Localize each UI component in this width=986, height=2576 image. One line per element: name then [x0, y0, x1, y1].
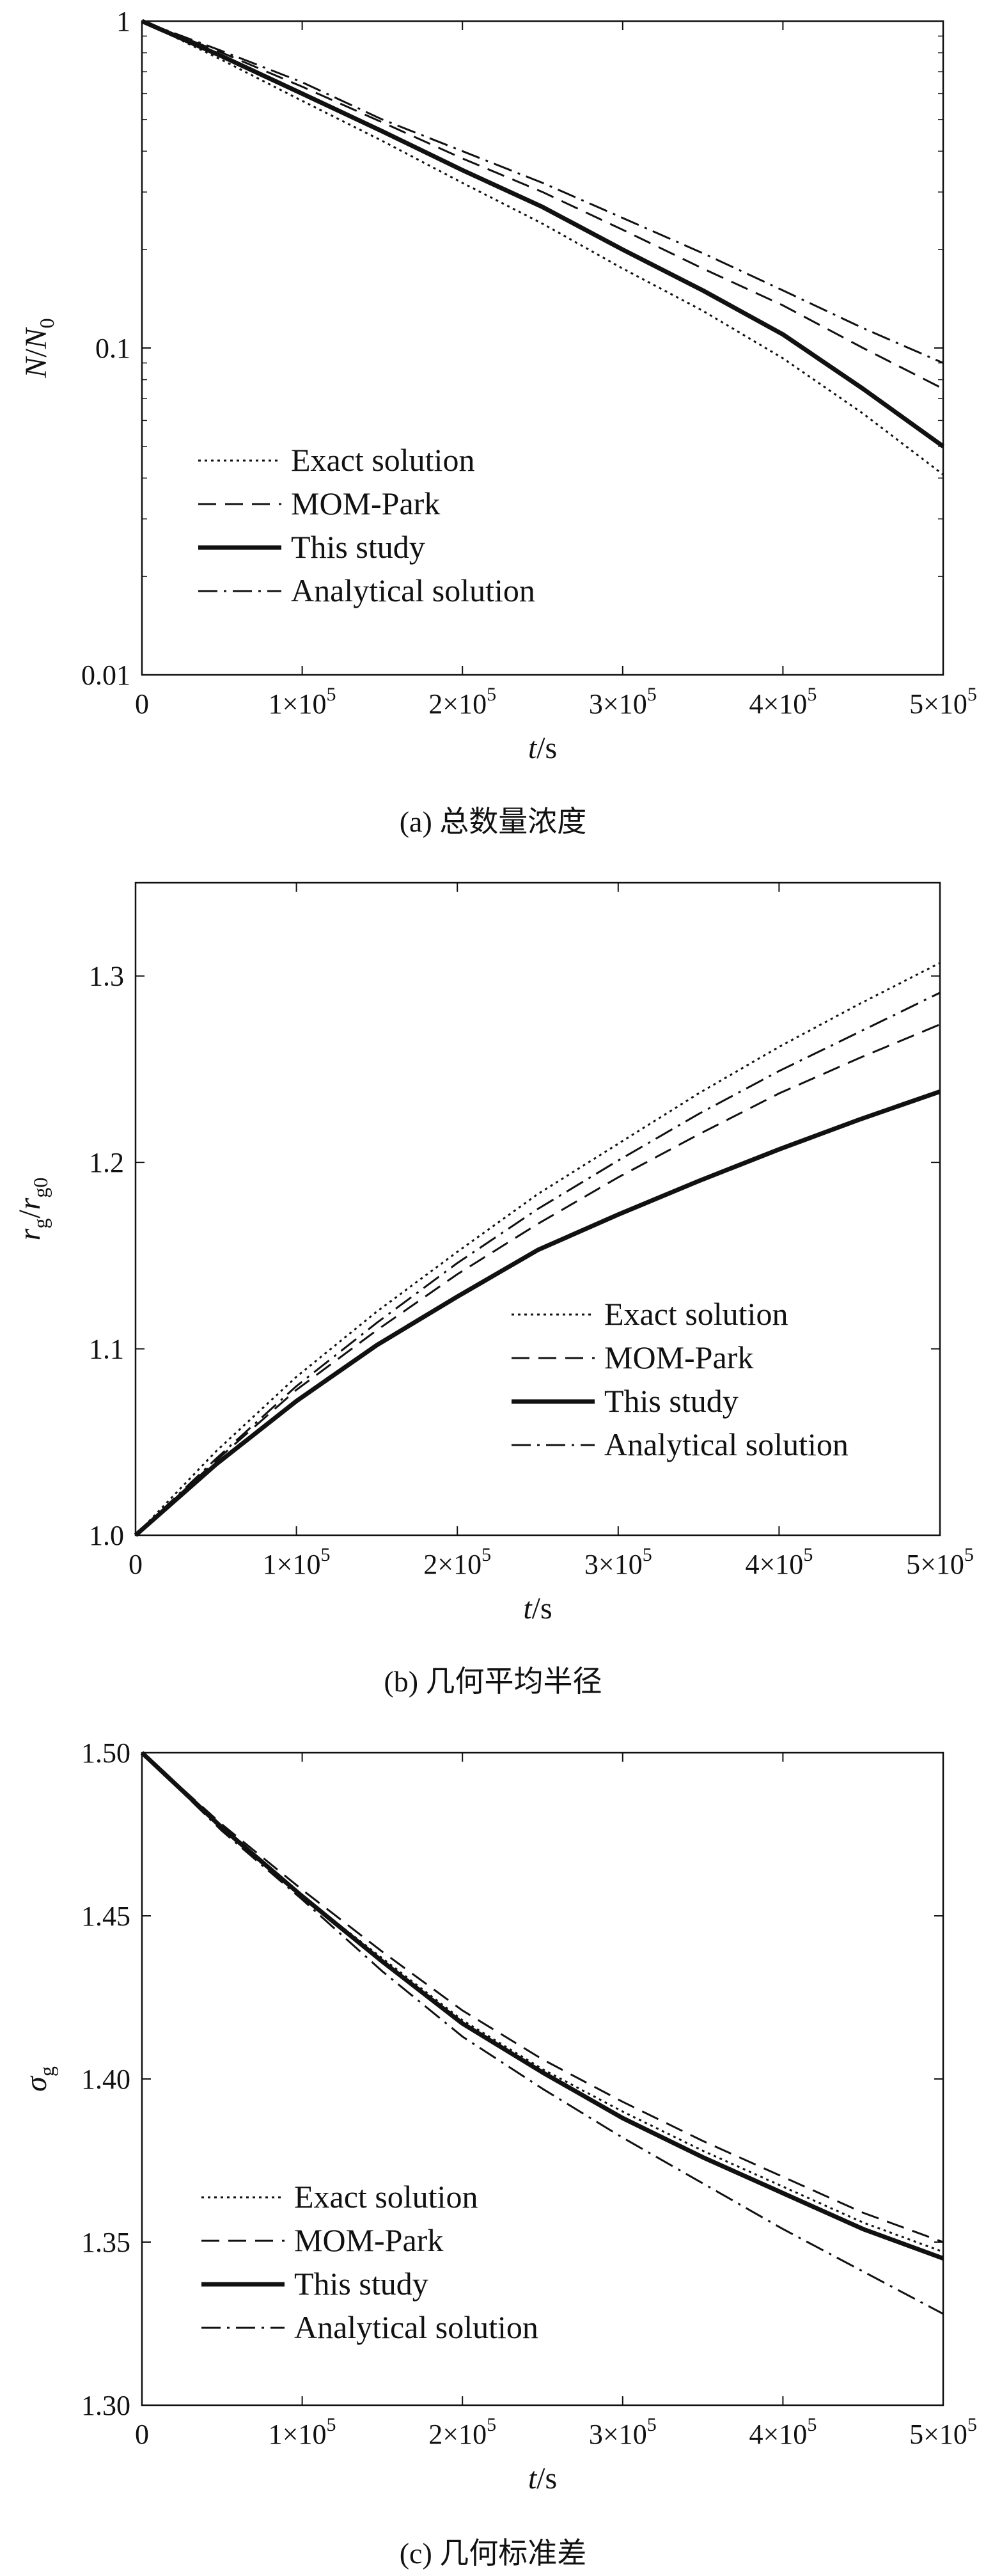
x-tick-label: 5×105	[906, 1544, 974, 1580]
y-axis-label: N/N0	[19, 318, 58, 378]
x-tick-label: 5×105	[909, 2414, 977, 2450]
x-tick-label: 3×105	[584, 1544, 652, 1580]
series-line-exact-solution	[141, 20, 944, 476]
x-axis-label: t/s	[528, 731, 557, 765]
x-tick-label: 2×105	[428, 2414, 496, 2450]
x-tick-label: 4×105	[749, 2414, 817, 2450]
series-line-mom-park	[141, 1751, 944, 2243]
y-tick-label: 1.30	[81, 2390, 130, 2421]
legend-label: Analytical solution	[291, 573, 535, 608]
y-tick-label: 1.3	[89, 961, 124, 992]
x-tick-label: 5×105	[909, 684, 977, 720]
series-line-this-study	[134, 1089, 941, 1537]
series-line-mom-park	[141, 20, 944, 390]
x-axis-label: t/s	[523, 1592, 552, 1625]
x-tick-label: 4×105	[749, 684, 817, 720]
x-tick-label: 3×105	[589, 684, 657, 720]
x-tick-label: 1×105	[269, 684, 336, 720]
x-tick-label: 0	[129, 1549, 143, 1580]
plot-frame	[141, 1751, 944, 2406]
y-tick-label: 0.01	[81, 660, 130, 691]
series-line-mom-park	[134, 1023, 941, 1537]
y-tick-label: 1.45	[81, 1900, 130, 1932]
y-tick-label: 1.0	[89, 1520, 124, 1551]
y-tick-label: 1.40	[81, 2064, 130, 2095]
legend-label: This study	[294, 2266, 428, 2302]
plot-frame	[134, 881, 941, 1537]
series-line-analytical-solution	[141, 20, 944, 364]
y-tick-label: 1.2	[89, 1147, 124, 1178]
chart-c: 0 1×105 2×105 3×105 4×105 5×105 1.30 1.35 1.40 1.…	[19, 1737, 977, 2495]
x-tick-label: 4×105	[745, 1544, 813, 1580]
x-tick-label: 2×105	[423, 1544, 491, 1580]
legend-label: Analytical solution	[294, 2309, 538, 2345]
y-axis-label: σg	[19, 2066, 58, 2092]
legend-label: Analytical solution	[604, 1426, 849, 1462]
chart-a: 0 1×105 2×105 3×105 4×105 5×105 0.01 0.1 1 Exact …	[19, 6, 977, 765]
legend-label: MOM-Park	[294, 2222, 443, 2258]
legend-label: MOM-Park	[291, 486, 440, 521]
series-line-exact-solution	[141, 1751, 944, 2253]
x-tick-label: 0	[135, 2419, 149, 2450]
x-tick-label: 1×105	[263, 1544, 331, 1580]
series-line-analytical-solution	[141, 1751, 944, 2315]
legend-label: This study	[604, 1383, 739, 1419]
y-tick-label: 0.1	[95, 333, 130, 364]
y-tick-label: 1.1	[89, 1334, 124, 1365]
y-tick-label: 1.35	[81, 2227, 130, 2258]
series-line-analytical-solution	[134, 992, 941, 1537]
caption-b: (b) 几何平均半径	[384, 1665, 602, 1698]
caption-c: (c) 几何标准差	[399, 2537, 587, 2570]
legend-label: This study	[291, 529, 425, 565]
caption-a: (a) 总数量浓度	[399, 805, 587, 838]
series-line-this-study	[141, 19, 945, 448]
x-tick-label: 1×105	[269, 2414, 336, 2450]
x-tick-label: 2×105	[428, 684, 496, 720]
series-line-this-study	[140, 1751, 944, 2261]
legend-label: Exact solution	[604, 1296, 788, 1332]
y-tick-label: 1.50	[81, 1737, 130, 1769]
legend-label: Exact solution	[294, 2179, 478, 2215]
x-axis-label: t/s	[528, 2461, 557, 2495]
legend-label: Exact solution	[291, 442, 474, 478]
y-axis-label: rg/rg0	[13, 1178, 52, 1241]
x-tick-label: 3×105	[589, 2414, 657, 2450]
plot-frame	[141, 20, 944, 676]
chart-b: 0 1×105 2×105 3×105 4×105 5×105 1.0 1.1 1.2 1.3 Ex…	[13, 881, 974, 1625]
y-tick-label: 1	[116, 6, 130, 37]
x-tick-label: 0	[135, 688, 149, 720]
legend-label: MOM-Park	[604, 1339, 753, 1375]
